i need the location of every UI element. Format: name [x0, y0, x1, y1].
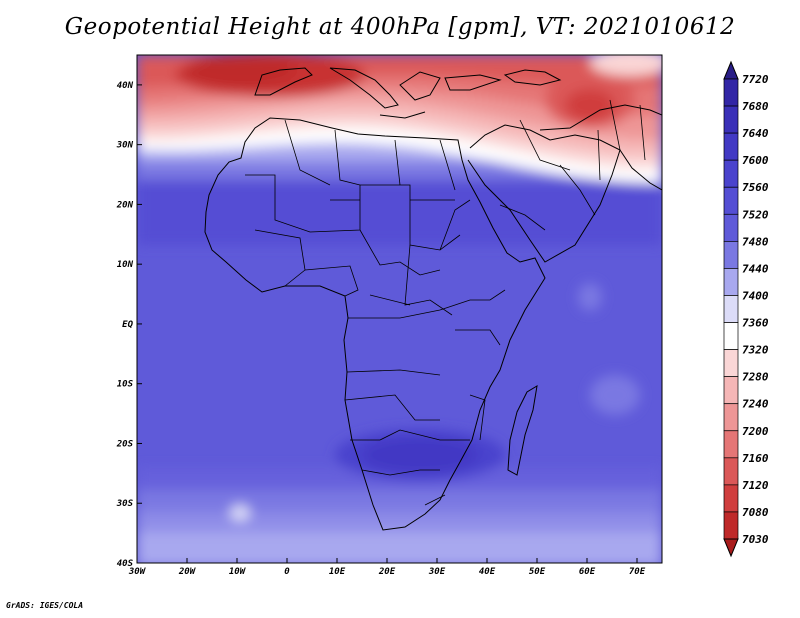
colorbar-label: 7200	[742, 425, 769, 438]
lon-label: 30E	[428, 567, 446, 577]
map-title: Geopotential Height at 400hPa [gpm], VT:…	[64, 14, 736, 40]
colorbar: 7720 7680 7640 7600 7560 7520 7480 7440 7400 7360…	[723, 60, 769, 558]
lon-label: 20W	[178, 567, 197, 577]
colorbar-swatch	[723, 403, 739, 432]
colorbar-label: 7520	[742, 208, 769, 221]
colorbar-top-arrow	[723, 60, 739, 80]
colorbar-label: 7080	[742, 506, 769, 519]
colorbar-label: 7400	[742, 289, 769, 302]
colorbar-label: 7600	[742, 154, 769, 167]
country-borders	[245, 99, 646, 506]
lon-label: 10W	[229, 567, 247, 577]
colorbar-swatch	[723, 186, 739, 215]
colorbar-bottom-arrow	[723, 538, 739, 558]
colorbar-label: 7240	[742, 398, 769, 411]
colorbar-label: 7320	[742, 344, 769, 357]
colorbar-swatch	[723, 268, 739, 296]
plot-frame	[136, 54, 663, 564]
latitude-labels: 40N 30N 20N 10N EQ 10S 20S 30S 40S	[116, 81, 142, 569]
lon-label: 10E	[329, 567, 346, 577]
colorbar-swatch	[723, 376, 739, 405]
lat-label: 30N	[116, 141, 134, 151]
colorbar-label: 7680	[742, 100, 769, 113]
colorbar-label: 7440	[742, 262, 769, 275]
colorbar-swatch	[723, 349, 739, 377]
colorbar-swatch	[723, 511, 739, 540]
lon-label: 50E	[529, 567, 546, 577]
colorbar-label: 7560	[742, 181, 769, 194]
colorbar-label: 7280	[742, 371, 769, 384]
longitude-labels: 30W 20W 10W 0 10E 20E 30E 40E 50E 60E 70E	[128, 558, 646, 577]
lon-label: 30W	[128, 567, 147, 577]
colorbar-swatch	[723, 159, 739, 188]
lat-label: 20N	[116, 200, 134, 210]
colorbar-swatch	[723, 322, 739, 350]
coastlines	[204, 67, 662, 531]
colorbar-swatch	[723, 132, 739, 161]
lat-label: 30S	[116, 499, 134, 509]
lat-label: 40N	[117, 81, 134, 91]
colorbar-swatch	[723, 105, 739, 134]
lon-label: 20E	[378, 567, 396, 577]
lat-label: EQ	[122, 320, 133, 330]
colorbar-swatch	[723, 78, 739, 107]
colorbar-label: 7030	[742, 533, 769, 546]
colorbar-swatch	[723, 430, 739, 459]
colorbar-label: 7640	[742, 127, 769, 140]
height-field	[137, 55, 662, 563]
lat-label: 10N	[117, 260, 134, 270]
colorbar-swatch	[723, 484, 739, 513]
colorbar-label: 7160	[742, 452, 769, 465]
colorbar-swatch	[723, 295, 739, 323]
lon-label: 60E	[579, 567, 596, 577]
colorbar-swatch	[723, 213, 739, 242]
colorbar-swatch	[723, 457, 739, 486]
credit-label: GrADS: IGES/COLA	[6, 601, 84, 610]
lon-label: 40E	[479, 567, 496, 577]
lon-label: 0	[284, 567, 290, 577]
colorbar-label: 7120	[742, 479, 769, 492]
lon-label: 70E	[629, 567, 646, 577]
colorbar-label: 7480	[742, 235, 769, 248]
colorbar-label: 7360	[742, 317, 769, 330]
lat-label: 20S	[116, 439, 134, 449]
lat-label: 10S	[117, 380, 134, 390]
colorbar-swatch	[723, 241, 739, 269]
colorbar-label: 7720	[742, 73, 769, 86]
lat-label: 40S	[117, 559, 134, 569]
